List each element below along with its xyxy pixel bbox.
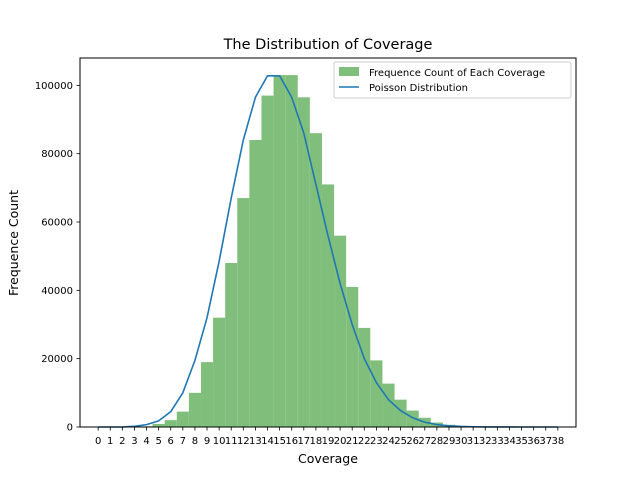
y-tick-label: 20000 xyxy=(41,354,73,365)
x-tick-label: 1 xyxy=(107,436,113,447)
x-tick-label: 30 xyxy=(455,436,468,447)
bar-coverage-7 xyxy=(177,412,189,427)
x-tick-label: 8 xyxy=(192,436,198,447)
x-tick-label: 22 xyxy=(358,436,371,447)
x-tick-label: 35 xyxy=(515,436,528,447)
x-tick-label: 20 xyxy=(334,436,347,447)
bar-coverage-11 xyxy=(225,263,237,427)
x-tick-label: 27 xyxy=(418,436,431,447)
bar-coverage-12 xyxy=(237,198,249,427)
x-tick-label: 13 xyxy=(249,436,262,447)
x-tick-label: 26 xyxy=(406,436,419,447)
bar-coverage-6 xyxy=(165,420,177,427)
bar-coverage-16 xyxy=(286,75,298,427)
y-tick-label: 0 xyxy=(67,423,73,434)
bar-coverage-8 xyxy=(189,393,201,427)
chart-title: The Distribution of Coverage xyxy=(223,37,433,53)
y-axis-title: Frequence Count xyxy=(6,190,21,296)
x-tick-label: 7 xyxy=(180,436,186,447)
legend-bar-label: Frequence Count of Each Coverage xyxy=(369,68,545,79)
x-axis-title: Coverage xyxy=(298,451,358,466)
bar-coverage-24 xyxy=(382,384,394,427)
bar-coverage-17 xyxy=(298,97,310,427)
x-tick-label: 12 xyxy=(237,436,250,447)
x-tick-label: 32 xyxy=(479,436,492,447)
x-tick-label: 31 xyxy=(467,436,480,447)
x-tick-label: 4 xyxy=(143,436,149,447)
x-tick-label: 15 xyxy=(273,436,286,447)
bar-coverage-9 xyxy=(201,362,213,427)
x-tick-label: 24 xyxy=(382,436,395,447)
x-tick-label: 38 xyxy=(551,436,564,447)
bar-coverage-15 xyxy=(274,75,286,427)
y-tick-label: 40000 xyxy=(41,286,73,297)
bar-coverage-22 xyxy=(358,328,370,427)
bar-coverage-18 xyxy=(310,133,322,427)
legend: Frequence Count of Each Coverage Poisson… xyxy=(334,62,571,98)
legend-line-label: Poisson Distribution xyxy=(369,83,468,94)
x-tick-label: 0 xyxy=(95,436,101,447)
x-tick-label: 3 xyxy=(131,436,137,447)
x-tick-label: 16 xyxy=(285,436,298,447)
y-tick-label: 80000 xyxy=(41,149,73,160)
bar-coverage-10 xyxy=(213,318,225,427)
x-tick-label: 11 xyxy=(225,436,238,447)
x-tick-label: 14 xyxy=(261,436,274,447)
x-tick-label: 25 xyxy=(394,436,407,447)
x-tick-label: 34 xyxy=(503,436,516,447)
x-tick-label: 5 xyxy=(155,436,161,447)
y-tick-label: 60000 xyxy=(41,218,73,229)
x-tick-label: 19 xyxy=(322,436,335,447)
x-tick-label: 28 xyxy=(431,436,444,447)
x-tick-label: 10 xyxy=(213,436,226,447)
x-tick-label: 18 xyxy=(310,436,323,447)
x-tick-label: 21 xyxy=(346,436,359,447)
x-tick-label: 36 xyxy=(527,436,540,447)
x-tick-label: 17 xyxy=(297,436,310,447)
y-tick-label: 100000 xyxy=(35,81,73,92)
x-tick-label: 2 xyxy=(119,436,125,447)
legend-bar-swatch xyxy=(339,67,359,76)
x-tick-label: 9 xyxy=(204,436,210,447)
x-tick-label: 37 xyxy=(539,436,552,447)
x-tick-label: 29 xyxy=(443,436,456,447)
bar-coverage-14 xyxy=(261,96,273,427)
bar-coverage-13 xyxy=(249,140,261,427)
x-tick-label: 6 xyxy=(168,436,174,447)
x-tick-label: 23 xyxy=(370,436,383,447)
bar-coverage-23 xyxy=(370,360,382,427)
x-tick-label: 33 xyxy=(491,436,504,447)
